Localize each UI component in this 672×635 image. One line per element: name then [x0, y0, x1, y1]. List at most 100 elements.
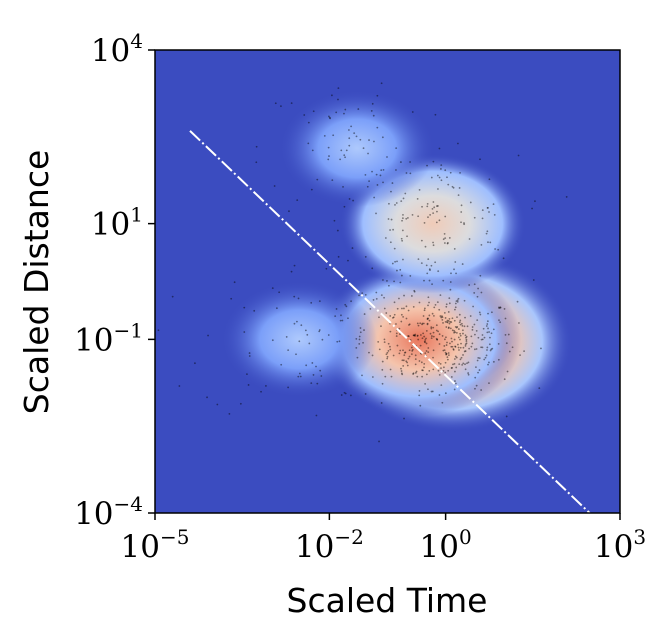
scatter-point	[454, 370, 456, 373]
scatter-point	[456, 316, 458, 318]
scatter-point	[486, 206, 489, 209]
scatter-point	[485, 354, 488, 357]
scatter-point	[399, 281, 402, 284]
scatter-point	[271, 287, 274, 289]
scatter-point	[383, 296, 385, 299]
scatter-point	[454, 345, 457, 348]
scatter-point	[417, 338, 420, 341]
scatter-point	[443, 242, 446, 244]
scatter-point	[432, 335, 435, 338]
scatter-point	[371, 354, 374, 357]
scatter-point	[440, 164, 443, 167]
scatter-point	[504, 333, 507, 336]
scatter-point	[479, 274, 482, 277]
scatter-point	[459, 334, 462, 337]
x-axis-ticks: 10−5 10−2 100 103	[121, 513, 646, 565]
scatter-point	[395, 202, 398, 204]
scatter-point	[423, 340, 426, 343]
scatter-point	[385, 353, 388, 356]
scatter-point	[450, 376, 453, 378]
scatter-point	[293, 264, 296, 267]
scatter-point	[392, 316, 394, 319]
scatter-point	[449, 321, 451, 323]
scatter-point	[427, 304, 429, 307]
scatter-point	[416, 322, 419, 325]
scatter-point	[469, 201, 472, 204]
scatter-point	[432, 201, 435, 203]
scatter-point	[406, 361, 409, 364]
scatter-point	[475, 366, 477, 369]
scatter-point	[516, 300, 519, 303]
scatter-point	[419, 322, 422, 325]
scatter-point	[429, 269, 431, 271]
scatter-point	[391, 182, 394, 184]
scatter-point	[432, 356, 434, 359]
scatter-point	[275, 307, 278, 310]
scatter-point	[441, 335, 444, 337]
scatter-point	[299, 375, 302, 378]
scatter-point	[411, 213, 414, 216]
scatter-point	[448, 322, 451, 325]
scatter-point	[413, 290, 416, 293]
scatter-point	[328, 155, 330, 157]
scatter-point	[455, 300, 458, 303]
scatter-point	[414, 358, 417, 361]
scatter-point	[371, 170, 373, 173]
scatter-points	[157, 82, 568, 443]
scatter-point	[448, 297, 451, 300]
scatter-point	[416, 335, 419, 337]
scatter-point	[368, 180, 370, 183]
scatter-point	[519, 354, 521, 357]
scatter-point	[390, 375, 393, 378]
scatter-point	[401, 239, 404, 242]
scatter-point	[383, 341, 386, 344]
scatter-point	[444, 317, 447, 319]
scatter-point	[432, 212, 435, 215]
scatter-point	[233, 281, 236, 284]
scatter-point	[429, 214, 432, 216]
scatter-point	[405, 360, 408, 363]
scatter-point	[327, 334, 330, 336]
scatter-point	[328, 116, 331, 119]
scatter-point	[467, 361, 470, 364]
scatter-point	[424, 352, 427, 355]
scatter-point	[540, 347, 542, 350]
scatter-point	[499, 306, 502, 309]
scatter-point	[363, 313, 366, 315]
scatter-point	[380, 82, 383, 85]
scatter-point	[465, 336, 467, 339]
scatter-point	[445, 303, 448, 306]
scatter-point	[437, 330, 439, 333]
scatter-point	[296, 199, 299, 202]
scatter-point	[380, 169, 383, 172]
scatter-point	[340, 394, 343, 396]
scatter-point	[426, 203, 429, 205]
scatter-point	[414, 333, 417, 336]
scatter-point	[408, 355, 411, 358]
scatter-point	[373, 140, 375, 143]
scatter-point	[489, 241, 492, 244]
scatter-point	[458, 363, 461, 366]
scatter-point	[307, 121, 310, 124]
scatter-point	[273, 185, 276, 187]
scatter-point	[431, 207, 434, 210]
scatter-point	[230, 297, 233, 300]
scatter-point	[344, 108, 347, 111]
scatter-point	[452, 363, 454, 366]
scatter-point	[472, 305, 475, 308]
x-tick-label: 10−5	[121, 525, 190, 565]
scatter-point	[423, 366, 425, 369]
scatter-point	[440, 384, 443, 387]
scatter-point	[426, 323, 429, 326]
scatter-point	[247, 384, 250, 386]
scatter-point	[344, 303, 347, 306]
scatter-point	[473, 216, 476, 219]
scatter-point	[311, 149, 314, 152]
scatter-point	[413, 334, 416, 337]
scatter-point	[420, 361, 423, 364]
scatter-point	[434, 113, 437, 116]
scatter-point	[207, 334, 209, 337]
scatter-point	[280, 105, 282, 108]
scatter-point	[396, 269, 398, 272]
scatter-point	[432, 244, 435, 247]
